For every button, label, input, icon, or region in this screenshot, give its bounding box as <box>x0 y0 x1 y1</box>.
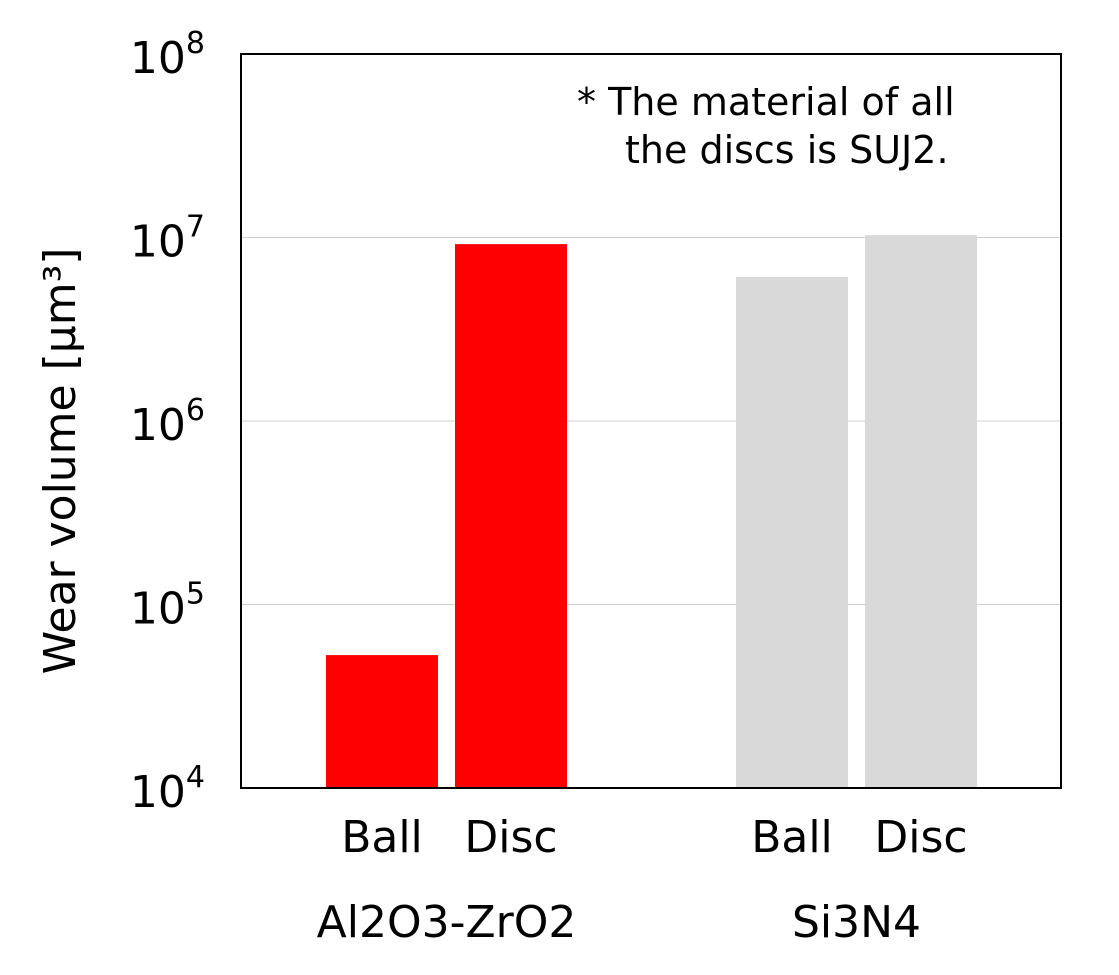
group-label-part: -Zr <box>450 897 515 948</box>
y-tick-exponent: 4 <box>186 760 205 795</box>
group-labels: Al2O3-ZrO2 Si3N4 <box>317 897 921 948</box>
note-line-1: * The material of all <box>577 80 955 124</box>
group-label-part: O <box>387 897 422 948</box>
y-tick-base: 10 <box>130 217 186 268</box>
y-tick-label: 107 <box>130 210 205 268</box>
y-tick-label: 105 <box>130 577 205 635</box>
y-axis-label: Wear volume [μm³] <box>35 248 86 675</box>
y-tick-label: 106 <box>130 393 205 451</box>
y-tick-exponent: 6 <box>186 393 205 428</box>
y-tick-label: 104 <box>130 760 205 818</box>
group-label-part: 3 <box>422 897 450 948</box>
group-label-part: O <box>514 897 549 948</box>
y-tick-base: 10 <box>130 584 186 635</box>
group-label-part: Si <box>792 897 832 948</box>
group-label-part: 3 <box>832 897 860 948</box>
group-label-part: 2 <box>359 897 387 948</box>
group-label: Si3N4 <box>792 897 921 948</box>
plot-frame <box>240 53 1062 789</box>
bar-labels: Ball Disc Ball Disc <box>341 812 967 863</box>
y-tick-exponent: 7 <box>186 210 205 245</box>
bar-1-ball <box>736 276 848 788</box>
bar-label: Disc <box>464 812 557 863</box>
group-label-part: 2 <box>548 897 576 948</box>
note-annotation: * The material of all the discs is SUJ2. <box>577 80 955 172</box>
bar-0-ball <box>326 655 438 788</box>
bar-label: Disc <box>874 812 967 863</box>
y-tick-exponent: 8 <box>186 26 205 61</box>
y-tick-label: 108 <box>130 26 205 84</box>
bars <box>326 235 977 789</box>
group-label-part: Al <box>317 897 359 948</box>
y-tick-exponent: 5 <box>186 577 205 612</box>
bar-label: Ball <box>751 812 833 863</box>
y-tick-base: 10 <box>130 33 186 84</box>
y-tick-base: 10 <box>130 400 186 451</box>
bar-0-disc <box>455 244 567 789</box>
group-label-part: N <box>860 897 893 948</box>
bar-label: Ball <box>341 812 423 863</box>
bar-1-disc <box>865 235 977 789</box>
y-tick-base: 10 <box>130 767 186 818</box>
group-label: Al2O3-ZrO2 <box>317 897 577 948</box>
group-label-part: 4 <box>893 897 921 948</box>
note-line-2: the discs is SUJ2. <box>625 128 949 172</box>
